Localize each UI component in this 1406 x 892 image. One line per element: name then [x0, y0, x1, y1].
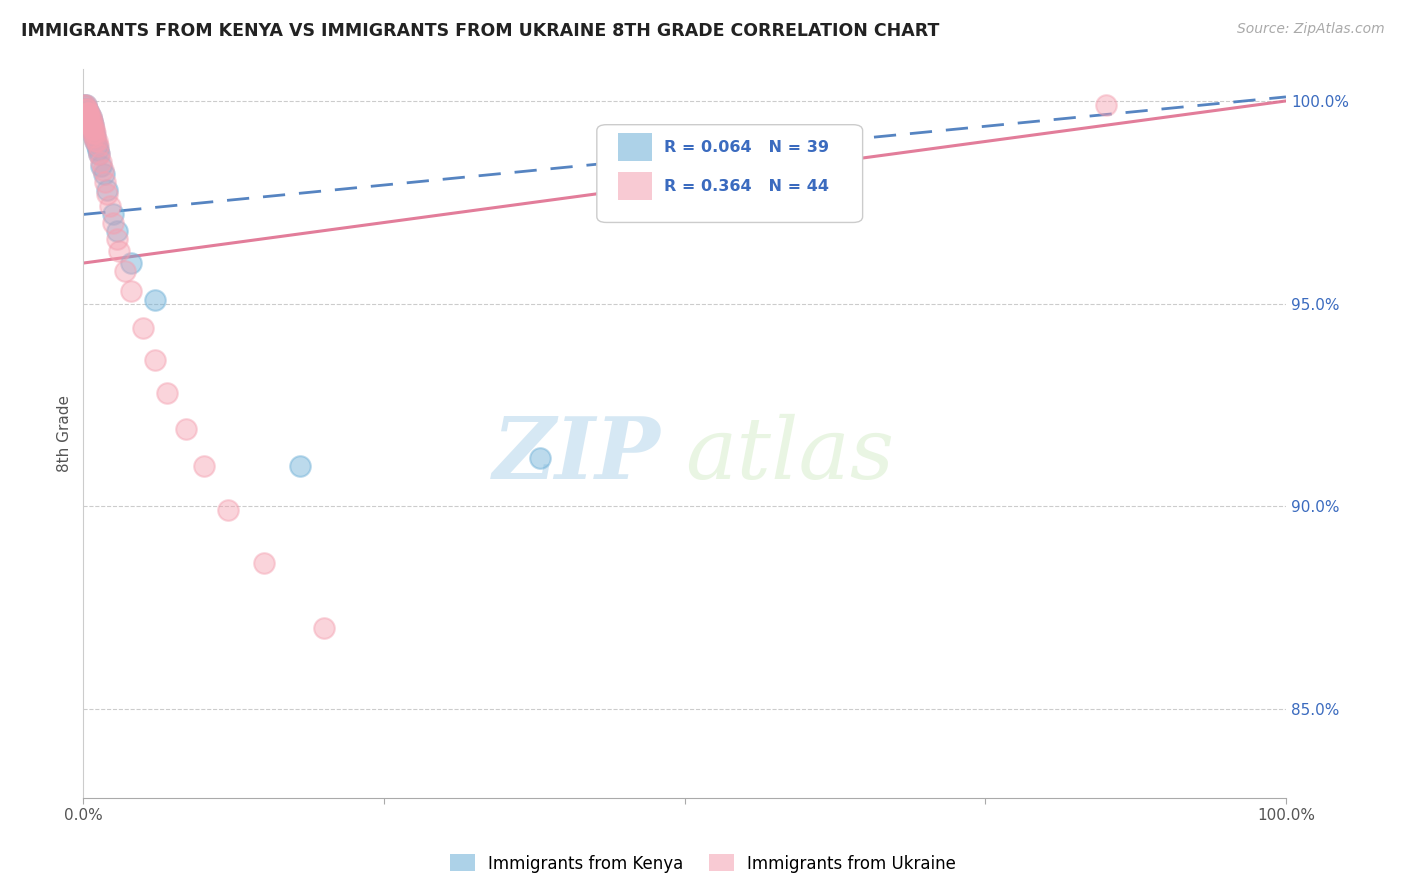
Point — [76, 106, 98, 120]
Text: R = 0.064   N = 39: R = 0.064 N = 39 — [664, 140, 830, 155]
Point — [82, 122, 104, 136]
Point — [105, 232, 128, 246]
Point — [87, 143, 110, 157]
Point — [86, 135, 108, 149]
Point — [120, 285, 142, 299]
Point — [1094, 98, 1116, 112]
Point — [79, 118, 101, 132]
Point — [108, 244, 131, 258]
Point — [83, 130, 105, 145]
Point — [82, 118, 104, 132]
Text: ZIP: ZIP — [492, 413, 661, 497]
Point — [120, 256, 142, 270]
Point — [86, 138, 108, 153]
Point — [84, 130, 107, 145]
Legend: Immigrants from Kenya, Immigrants from Ukraine: Immigrants from Kenya, Immigrants from U… — [443, 847, 963, 880]
Point — [77, 110, 100, 124]
Point — [76, 102, 98, 116]
Point — [90, 159, 112, 173]
Point — [75, 98, 97, 112]
Point — [80, 114, 103, 128]
Point — [103, 215, 125, 229]
Point — [156, 385, 179, 400]
Point — [80, 114, 103, 128]
Point — [77, 106, 100, 120]
Point — [79, 110, 101, 124]
Point — [93, 167, 115, 181]
Point — [76, 110, 98, 124]
Point — [91, 162, 114, 177]
Point — [79, 106, 101, 120]
Point — [73, 102, 96, 116]
Point — [87, 146, 110, 161]
Point — [98, 199, 121, 213]
Point — [84, 127, 107, 141]
FancyBboxPatch shape — [596, 125, 863, 222]
Point — [76, 110, 98, 124]
Point — [79, 118, 101, 132]
Point — [79, 118, 101, 132]
FancyBboxPatch shape — [619, 172, 652, 200]
Point — [288, 458, 311, 473]
Point — [84, 135, 107, 149]
FancyBboxPatch shape — [619, 134, 652, 161]
Point — [75, 102, 97, 116]
Point — [76, 106, 98, 120]
Text: Source: ZipAtlas.com: Source: ZipAtlas.com — [1237, 22, 1385, 37]
Point — [217, 503, 239, 517]
Point — [73, 98, 96, 112]
Point — [96, 183, 118, 197]
Point — [80, 122, 103, 136]
Point — [77, 114, 100, 128]
Point — [79, 114, 101, 128]
Point — [75, 102, 97, 116]
Point — [79, 110, 101, 124]
Point — [87, 146, 110, 161]
Point — [312, 621, 335, 635]
Point — [77, 110, 100, 124]
Point — [132, 321, 155, 335]
Point — [94, 175, 117, 189]
Point — [114, 264, 136, 278]
Point — [80, 122, 103, 136]
Text: R = 0.364   N = 44: R = 0.364 N = 44 — [664, 179, 830, 194]
Point — [75, 98, 97, 112]
Point — [82, 118, 104, 132]
Point — [529, 450, 551, 465]
Point — [79, 110, 101, 124]
Point — [87, 138, 110, 153]
Point — [76, 102, 98, 116]
Point — [145, 353, 167, 368]
Point — [193, 458, 215, 473]
Point — [83, 127, 105, 141]
Point — [105, 224, 128, 238]
Point — [79, 110, 101, 124]
Point — [79, 114, 101, 128]
Point — [253, 556, 276, 570]
Point — [83, 130, 105, 145]
Point — [145, 293, 167, 307]
Point — [82, 127, 104, 141]
Point — [174, 422, 197, 436]
Point — [103, 207, 125, 221]
Point — [90, 154, 112, 169]
Text: atlas: atlas — [685, 414, 894, 497]
Point — [84, 135, 107, 149]
Y-axis label: 8th Grade: 8th Grade — [58, 395, 72, 472]
Text: IMMIGRANTS FROM KENYA VS IMMIGRANTS FROM UKRAINE 8TH GRADE CORRELATION CHART: IMMIGRANTS FROM KENYA VS IMMIGRANTS FROM… — [21, 22, 939, 40]
Point — [83, 122, 105, 136]
Point — [96, 187, 118, 202]
Point — [79, 106, 101, 120]
Point — [73, 98, 96, 112]
Point — [76, 106, 98, 120]
Point — [79, 118, 101, 132]
Point — [77, 114, 100, 128]
Point — [75, 106, 97, 120]
Point — [77, 106, 100, 120]
